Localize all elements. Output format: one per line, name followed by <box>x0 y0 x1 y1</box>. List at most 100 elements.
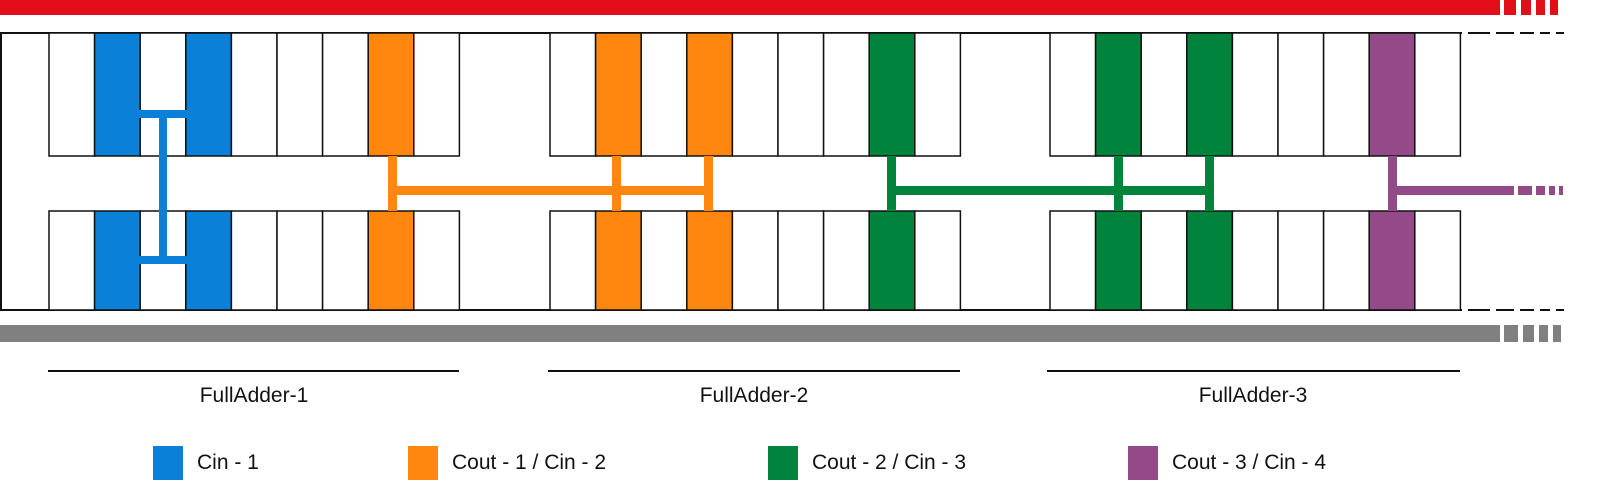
legend-swatch-purple <box>1128 446 1158 480</box>
breadboard-column-bottom <box>777 210 825 311</box>
cout-3-dash <box>1549 186 1555 195</box>
breadboard-column-bottom <box>914 210 962 311</box>
cout-2-drop <box>887 156 896 211</box>
breadboard-column-bottom <box>868 210 916 311</box>
cout-1-drop <box>388 156 397 211</box>
bottom-rail-dash <box>1504 325 1518 342</box>
breadboard-column-top <box>367 32 415 157</box>
cout-3-cin-4-connection <box>1388 156 1563 211</box>
top-rail-solid <box>0 0 1500 15</box>
breadboard-column-top <box>1094 32 1142 157</box>
breadboard-column-bottom <box>1049 210 1097 311</box>
breadboard-column-bottom <box>686 210 734 311</box>
cout-1-drop <box>612 156 621 211</box>
breadboard-column-top <box>640 32 688 157</box>
breadboard-column-top <box>1277 32 1325 157</box>
breadboard-column-top <box>1231 32 1279 157</box>
top-rail-dash <box>1550 0 1558 15</box>
legend-label: Cin - 1 <box>197 451 259 474</box>
breadboard-column-bottom <box>1231 210 1279 311</box>
breadboard-column-bottom <box>1140 210 1188 311</box>
breadboard-column-bottom <box>594 210 642 311</box>
breadboard-column-top <box>185 32 233 157</box>
breadboard-column-top <box>276 32 324 157</box>
breadboard-column-top <box>777 32 825 157</box>
breadboard-column-bottom <box>1322 210 1370 311</box>
breadboard-column-top <box>93 32 141 157</box>
breadboard-column-top <box>549 32 597 157</box>
cout-2-drop <box>1205 156 1214 211</box>
breadboard-column-bottom <box>185 210 233 311</box>
cout-3-dash <box>1536 186 1545 195</box>
breadboard-column-bottom <box>276 210 324 311</box>
cin-1-connection <box>139 110 187 264</box>
cout-3-drop <box>1388 156 1397 211</box>
legend-swatch-blue <box>153 446 183 480</box>
cout-2-drop <box>1114 156 1123 211</box>
legend-swatch-green <box>768 446 798 480</box>
bottom-rail-dash <box>1539 325 1548 342</box>
legend-item-cout-2-cin-3: Cout - 2 / Cin - 3 <box>768 446 966 480</box>
fulladder-2-label: FullAdder-2 <box>699 384 809 407</box>
breadboard-column-bottom <box>1094 210 1142 311</box>
bottom-ground-rail <box>0 325 1561 342</box>
breadboard-column-bottom <box>1277 210 1325 311</box>
breadboard-column-top <box>1049 32 1097 157</box>
breadboard-column-top <box>1322 32 1370 157</box>
top-rail-dash <box>1536 0 1545 15</box>
breadboard-column-top <box>230 32 278 157</box>
breadboard-column-bottom <box>367 210 415 311</box>
breadboard-column-top <box>914 32 962 157</box>
legend-item-cout-1-cin-2: Cout - 1 / Cin - 2 <box>408 446 606 480</box>
breadboard-column-top <box>594 32 642 157</box>
cout-1-drop <box>704 156 713 211</box>
breadboard-column-top <box>1140 32 1188 157</box>
legend-label: Cout - 3 / Cin - 4 <box>1172 451 1327 474</box>
bottom-rail-dash <box>1553 325 1561 342</box>
breadboard-column-top <box>868 32 916 157</box>
breadboard-column-bottom <box>321 210 369 311</box>
breadboard-column-bottom <box>640 210 688 311</box>
legend-item-cout-3-cin-4: Cout - 3 / Cin - 4 <box>1128 446 1326 480</box>
top-rail-dash <box>1521 0 1531 15</box>
top-power-rail <box>0 0 1558 15</box>
legend-item-cin-1: Cin - 1 <box>153 446 259 480</box>
cout-2-cin-3-connection <box>887 156 1214 211</box>
top-rail-dash <box>1504 0 1516 15</box>
cout-1-cin-2-connection <box>388 156 713 211</box>
breadboard-column-bottom <box>48 210 96 311</box>
cout-3-horizontal-wire <box>1388 186 1514 195</box>
breadboard-column-bottom <box>1186 210 1234 311</box>
bottom-rail-solid <box>0 325 1500 342</box>
breadboard-column-top <box>1368 32 1416 157</box>
cout-3-dash <box>1518 186 1532 195</box>
breadboard-column-top <box>1186 32 1234 157</box>
breadboard-column-bottom <box>731 210 779 311</box>
legend-label: Cout - 1 / Cin - 2 <box>452 451 607 474</box>
breadboard-column-bottom <box>1368 210 1416 311</box>
breadboard-columns <box>48 32 1462 311</box>
breadboard-column-top <box>686 32 734 157</box>
bottom-rail-dash <box>1523 325 1534 342</box>
breadboard-column-top <box>731 32 779 157</box>
breadboard-column-top <box>48 32 96 157</box>
breadboard-column-top <box>1414 32 1462 157</box>
legend-swatch-orange <box>408 446 438 480</box>
breadboard-column-bottom <box>230 210 278 311</box>
breadboard-column-top <box>321 32 369 157</box>
fulladder-1-label: FullAdder-1 <box>199 384 309 407</box>
breadboard-column-bottom <box>1414 210 1462 311</box>
cout-2-horizontal-wire <box>887 186 1214 195</box>
cout-3-dash <box>1559 186 1563 195</box>
breadboard-column-bottom <box>822 210 870 311</box>
legend-label: Cout - 2 / Cin - 3 <box>812 451 967 474</box>
breadboard-column-bottom <box>413 210 461 311</box>
breadboard-column-top <box>822 32 870 157</box>
breadboard-column-top <box>413 32 461 157</box>
breadboard-column-bottom <box>549 210 597 311</box>
breadboard-column-bottom <box>93 210 141 311</box>
fulladder-3-label: FullAdder-3 <box>1198 384 1308 407</box>
cout-1-horizontal-wire <box>388 186 713 195</box>
cin-1-vertical-wire <box>159 110 167 264</box>
